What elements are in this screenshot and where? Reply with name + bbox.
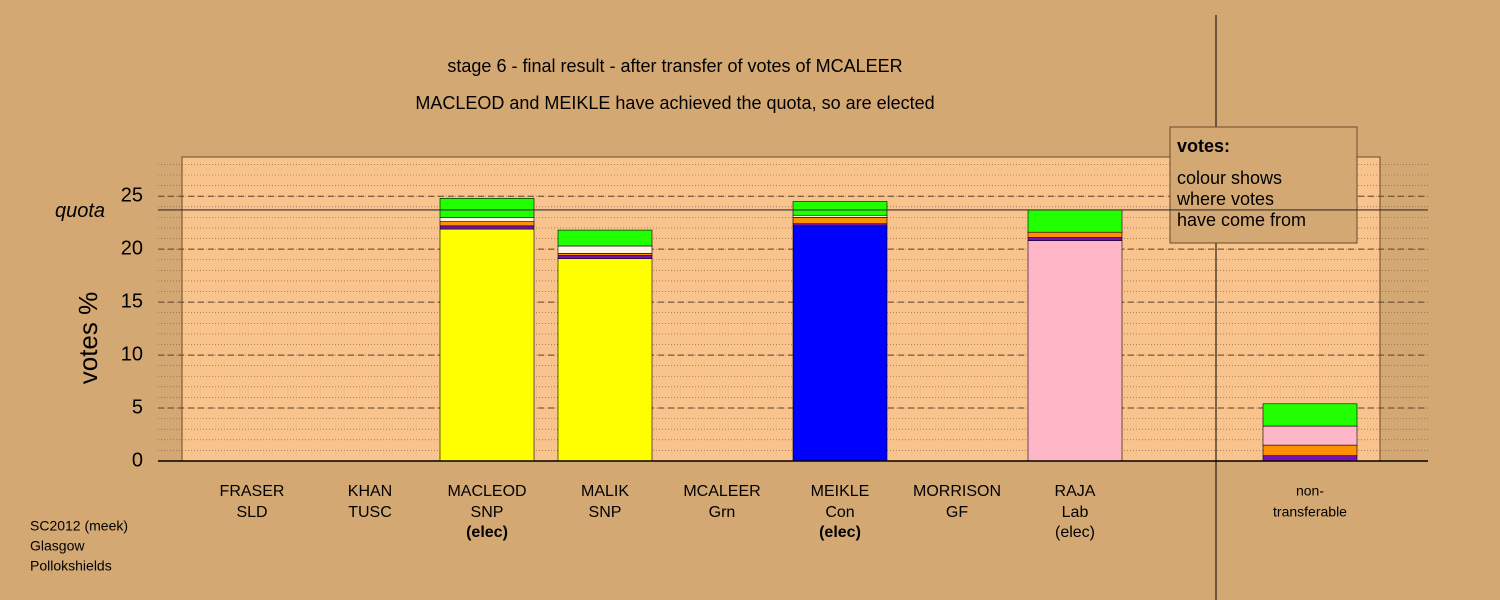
candidate-name: KHAN <box>348 483 392 500</box>
bar-segment <box>1027 237 1123 241</box>
bar-segment <box>1027 240 1123 462</box>
info-line: have come from <box>1177 210 1306 230</box>
candidate-name: MALIK <box>581 483 629 500</box>
quota-label: quota <box>55 200 105 222</box>
candidate-name: MCALEER <box>683 483 760 500</box>
y-tick-label: 10 <box>121 343 143 365</box>
info-box <box>1169 126 1358 244</box>
y-tick-label: 5 <box>132 396 143 418</box>
candidate-name: FRASER <box>220 483 285 500</box>
party-label: Con <box>825 504 854 521</box>
candidate-name: MACLEOD <box>447 483 526 500</box>
bar-segment <box>439 217 535 222</box>
party-label: transferable <box>1273 504 1347 520</box>
bar-segment <box>439 228 535 462</box>
candidate-name: MORRISON <box>913 483 1001 500</box>
party-label: GF <box>946 504 968 521</box>
bar-segment <box>792 217 888 225</box>
y-tick-label: 20 <box>121 237 143 259</box>
footer-line: SC2012 (meek) <box>30 518 128 534</box>
bar-segment <box>1262 403 1358 427</box>
info-line: colour shows <box>1177 168 1282 188</box>
party-label: Grn <box>709 504 736 521</box>
candidate-name: MEIKLE <box>811 483 870 500</box>
party-label: SNP <box>589 504 622 521</box>
bar-segment <box>557 245 653 254</box>
bar-segment <box>557 229 653 247</box>
party-label: Lab <box>1062 504 1089 521</box>
y-tick-label: 0 <box>132 449 143 471</box>
party-label: SLD <box>236 504 267 521</box>
bar-segment <box>792 201 888 216</box>
chart-title: stage 6 - final result - after transfer … <box>447 56 902 76</box>
bar-segment <box>1262 455 1358 462</box>
status-label: (elec) <box>819 524 861 541</box>
bar-segment <box>792 214 888 218</box>
y-tick-label: 25 <box>121 184 143 206</box>
bar-segment <box>557 253 653 256</box>
bar-segment <box>1027 209 1123 233</box>
info-heading: votes: <box>1177 136 1230 156</box>
bar-segment <box>439 198 535 218</box>
y-axis-label: votes % <box>73 292 103 385</box>
footer-line: Glasgow <box>30 538 85 554</box>
y-tick-label: 15 <box>121 290 143 312</box>
party-label: SNP <box>471 504 504 521</box>
bar-segment <box>1262 444 1358 457</box>
bar-segment <box>439 221 535 227</box>
status-label: (elec) <box>1055 524 1095 541</box>
bar-segment <box>1027 231 1123 238</box>
candidate-name: non- <box>1296 483 1324 499</box>
bar-segment <box>557 258 653 462</box>
info-line: where votes <box>1176 189 1274 209</box>
candidate-name: RAJA <box>1055 483 1096 500</box>
bar-segment <box>439 225 535 230</box>
bar-segment <box>1262 425 1358 446</box>
bar-segment <box>792 223 888 227</box>
footer-line: Pollokshields <box>30 558 112 574</box>
bar-segment <box>557 255 653 259</box>
party-label: TUSC <box>348 504 392 521</box>
bar-segment <box>792 225 888 462</box>
status-label: (elec) <box>466 524 508 541</box>
chart-subtitle: MACLEOD and MEIKLE have achieved the quo… <box>415 93 934 113</box>
